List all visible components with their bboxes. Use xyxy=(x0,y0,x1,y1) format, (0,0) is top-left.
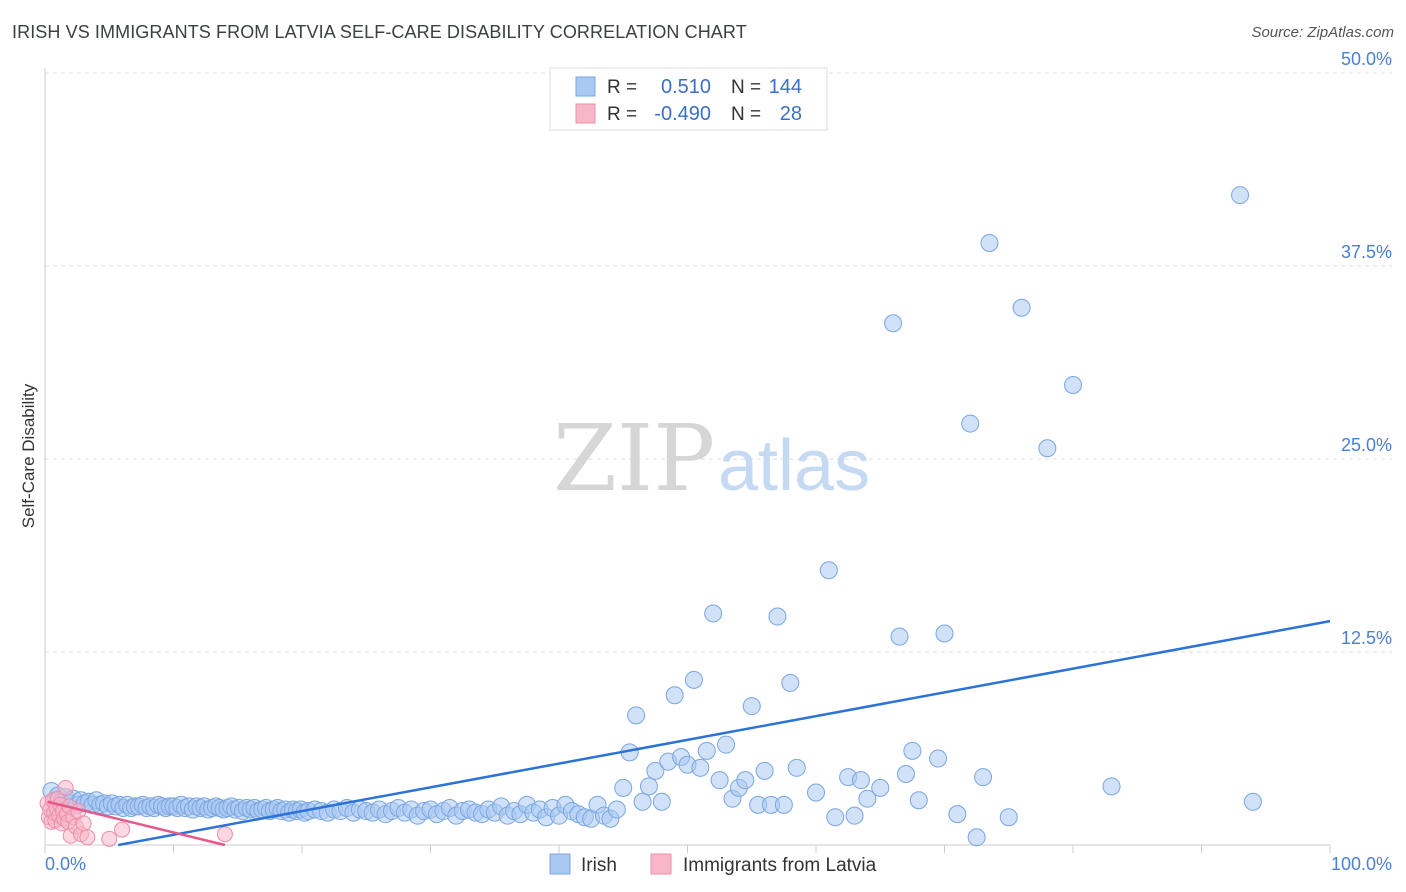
bottom-legend-swatch-irish xyxy=(549,853,571,875)
x-tick-label: 0.0% xyxy=(45,854,86,874)
data-point-latvia xyxy=(57,779,74,796)
data-point-irish xyxy=(999,808,1018,827)
data-point-irish xyxy=(851,771,870,790)
legend-swatch-latvia xyxy=(575,103,596,124)
top-legend: R = 0.510 N = 144 R = -0.490 N = 28 xyxy=(549,67,828,131)
data-point-latvia xyxy=(101,830,118,847)
y-tick-label: 50.0% xyxy=(1341,49,1392,69)
data-point-irish xyxy=(627,706,646,725)
data-point-irish xyxy=(807,783,825,802)
data-point-irish xyxy=(704,604,723,623)
data-point-irish xyxy=(614,778,633,797)
data-point-irish xyxy=(633,792,652,811)
legend-r-label-irish: R = xyxy=(607,77,637,98)
top-legend-box xyxy=(549,67,828,131)
data-point-irish xyxy=(755,761,774,780)
data-point-irish xyxy=(967,828,986,847)
legend-r-label-latvia: R = xyxy=(607,104,637,125)
legend-n-value-latvia: 28 xyxy=(780,103,802,125)
bottom-legend-label-latvia: Immigrants from Latvia xyxy=(683,855,877,876)
data-point-irish xyxy=(607,800,626,819)
data-point-irish xyxy=(665,686,684,705)
data-point-irish xyxy=(890,627,909,646)
bottom-legend-swatch-latvia xyxy=(650,853,672,875)
data-point-irish xyxy=(1243,792,1262,811)
data-point-latvia xyxy=(114,821,131,838)
legend-r-value-irish: 0.510 xyxy=(661,76,711,98)
data-point-irish xyxy=(903,741,922,760)
data-point-irish xyxy=(1038,439,1057,458)
source-credit: Source: ZipAtlas.com xyxy=(1251,24,1394,41)
data-point-irish xyxy=(691,758,710,777)
data-point-irish xyxy=(742,697,761,716)
tick-layer: 12.5% 25.0% 37.5% 50.0% 0.0% 100.0% xyxy=(45,49,1392,874)
watermark-zip: ZIP xyxy=(553,405,715,512)
data-point-irish xyxy=(961,414,980,433)
data-point-irish xyxy=(858,789,877,808)
legend-swatch-irish xyxy=(575,76,596,97)
data-point-irish xyxy=(774,795,793,814)
data-point-irish xyxy=(768,607,787,626)
legend-n-label-irish: N = xyxy=(731,77,761,98)
y-tick-label: 25.0% xyxy=(1341,435,1392,455)
data-point-latvia xyxy=(75,815,92,832)
data-point-irish xyxy=(697,741,716,760)
data-point-irish xyxy=(819,561,838,580)
trendline-irish xyxy=(118,619,1331,847)
data-point-irish xyxy=(781,673,800,692)
data-point-irish xyxy=(884,314,903,333)
chart-title: IRISH VS IMMIGRANTS FROM LATVIA SELF-CAR… xyxy=(12,22,747,42)
legend-r-value-latvia: -0.490 xyxy=(654,103,711,125)
y-axis-label: Self-Care Disability xyxy=(19,383,38,528)
legend-n-value-irish: 144 xyxy=(769,76,802,98)
y-tick-label: 12.5% xyxy=(1341,628,1392,648)
data-point-irish xyxy=(1012,298,1031,317)
trendline-latvia xyxy=(47,800,226,847)
data-point-irish xyxy=(1064,375,1082,394)
data-point-irish xyxy=(639,777,658,796)
data-point-irish xyxy=(684,670,703,689)
y-tick-label: 37.5% xyxy=(1341,242,1392,262)
bottom-legend-label-irish: Irish xyxy=(581,855,617,876)
data-point-irish xyxy=(896,764,915,783)
data-point-irish xyxy=(845,806,864,825)
data-point-latvia xyxy=(216,826,233,843)
legend-n-label-latvia: N = xyxy=(731,104,761,125)
data-point-irish xyxy=(736,771,755,790)
data-point-irish xyxy=(1231,186,1250,205)
data-point-irish xyxy=(646,761,665,780)
data-point-irish xyxy=(710,771,729,790)
data-point-irish xyxy=(787,758,806,777)
data-point-irish xyxy=(980,233,999,252)
data-point-irish xyxy=(871,778,890,797)
data-point-irish xyxy=(826,808,845,827)
data-point-irish xyxy=(652,792,671,811)
data-point-irish xyxy=(974,768,993,787)
data-point-latvia xyxy=(79,829,96,846)
bottom-legend: Irish Immigrants from Latvia xyxy=(549,853,877,876)
data-point-irish xyxy=(1102,777,1121,796)
trend-layer xyxy=(47,619,1331,847)
x-tick-label: 100.0% xyxy=(1331,854,1392,874)
data-point-irish xyxy=(717,735,736,754)
data-point-irish xyxy=(935,624,954,643)
points-layer xyxy=(39,186,1262,847)
data-point-irish xyxy=(948,805,967,824)
watermark: ZIP atlas xyxy=(553,405,870,512)
data-point-irish xyxy=(929,749,948,768)
watermark-atlas: atlas xyxy=(718,426,870,506)
data-point-irish xyxy=(909,791,928,810)
